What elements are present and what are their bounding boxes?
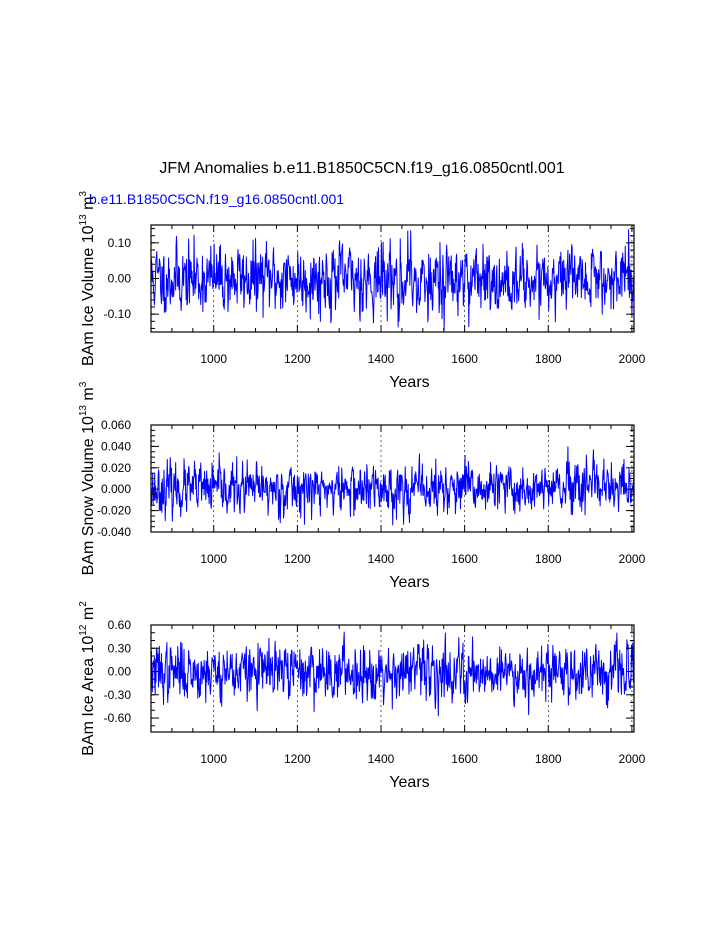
- ice-volume-x-tick-label: 1000: [200, 352, 227, 366]
- ice-area-x-tick-label: 1600: [451, 752, 478, 766]
- snow-volume-y-tick-label: 0.040: [101, 439, 131, 453]
- ice-area-plot-frame: [150, 624, 635, 733]
- snow-volume-panel: 1000 1200 1400 1600 1800 2000 -0.040 -0.020 0.00…: [78, 381, 646, 591]
- ice-area-y-tick-label: -0.30: [104, 688, 132, 702]
- panels: 1000 1200 1400 1600 1800 2000 -0.10 0.00 0.10 Yea…: [78, 191, 646, 791]
- snow-volume-x-tick-label: 1400: [368, 552, 395, 566]
- ice-volume-x-tick-label: 1600: [451, 352, 478, 366]
- ice-area-y-tick-label: -0.60: [104, 711, 132, 725]
- ice-area-y-axis-label: BAm Ice Area 1012 m2: [78, 601, 97, 756]
- snow-volume-y-tick-label: 0.000: [101, 482, 131, 496]
- ice-area-y-tick-label: 0.60: [108, 618, 132, 632]
- ice-area-y-tick-label: 0.30: [108, 641, 132, 655]
- snow-volume-y-tick-label: 0.020: [101, 461, 131, 475]
- snow-volume-x-tick-label: 1200: [284, 552, 311, 566]
- ice-volume-x-tick-label: 1200: [284, 352, 311, 366]
- ice-area-x-tick-label: 2000: [619, 752, 646, 766]
- snow-volume-x-tick-label: 1800: [535, 552, 562, 566]
- snow-volume-x-tick-label: 2000: [619, 552, 646, 566]
- ice-volume-x-tick-label: 1800: [535, 352, 562, 366]
- snow-volume-x-tick-label: 1600: [451, 552, 478, 566]
- snow-volume-x-axis-label: Years: [389, 574, 429, 591]
- figure-subtitle: b.e11.B1850C5CN.f19_g16.0850cntl.001: [89, 191, 344, 207]
- ice-volume-x-tick-label: 2000: [619, 352, 646, 366]
- ice-area-y-tick-label: 0.00: [108, 665, 132, 679]
- snow-volume-y-tick-label: -0.040: [97, 525, 131, 539]
- snow-volume-y-tick-label: 0.060: [101, 418, 131, 432]
- ice-area-x-axis-label: Years: [389, 774, 429, 791]
- ice-volume-y-axis-label: BAm Ice Volume 1013 m3: [78, 191, 97, 366]
- snow-volume-y-tick-label: -0.020: [97, 504, 131, 518]
- ice-area-x-tick-label: 1000: [200, 752, 227, 766]
- snow-volume-series-line: [151, 446, 634, 526]
- ice-area-x-tick-label: 1800: [535, 752, 562, 766]
- ice-area-x-tick-label: 1200: [284, 752, 311, 766]
- ice-volume-y-tick-label: 0.00: [108, 272, 132, 286]
- figure-title: JFM Anomalies b.e11.B1850C5CN.f19_g16.08…: [159, 160, 564, 177]
- ice-area-x-tick-label: 1400: [368, 752, 395, 766]
- snow-volume-x-tick-label: 1000: [200, 552, 227, 566]
- ice-volume-y-tick-label: 0.10: [108, 236, 132, 250]
- ice-volume-x-tick-label: 1400: [368, 352, 395, 366]
- ice-volume-series-line: [151, 229, 634, 331]
- ice-volume-x-axis-label: Years: [389, 374, 429, 391]
- ice-area-series-line: [151, 631, 634, 717]
- ice-volume-panel: 1000 1200 1400 1600 1800 2000 -0.10 0.00 0.10 Yea…: [78, 191, 646, 391]
- ice-area-panel: 1000 1200 1400 1600 1800 2000 -0.60 -0.30 0.00 0.…: [78, 601, 646, 791]
- ice-volume-y-tick-label: -0.10: [104, 307, 132, 321]
- snow-volume-y-axis-label: BAm Snow Volume 1013 m3: [78, 381, 97, 575]
